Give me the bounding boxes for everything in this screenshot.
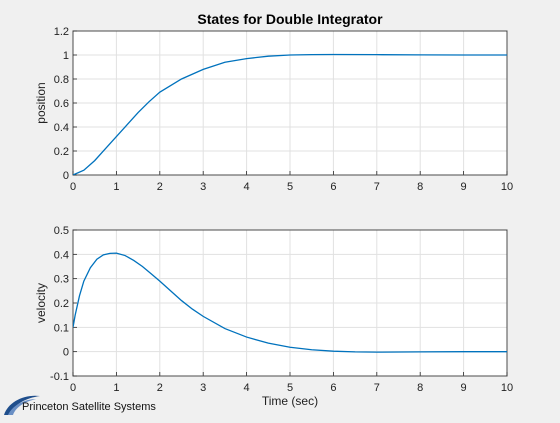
x-tick-label: 3 (200, 382, 206, 394)
x-tick-label: 0 (70, 382, 76, 394)
x-tick-label: 0 (70, 181, 76, 193)
y-tick-label: 0 (63, 347, 69, 359)
y-tick-label: 1.2 (54, 26, 69, 38)
x-tick-label: 2 (157, 181, 163, 193)
axes-border (72, 30, 508, 176)
x-tick-label: 5 (287, 181, 293, 193)
series-line (73, 53, 507, 175)
x-tick-label: 2 (157, 382, 163, 394)
x-tick-label: 9 (461, 181, 467, 193)
y-tick-label: 0.8 (54, 74, 69, 86)
y-axis-label: velocity (34, 283, 48, 323)
y-tick-label: 0.3 (54, 274, 69, 286)
x-tick-label: 7 (374, 181, 380, 193)
x-tick-label: 4 (244, 382, 250, 394)
axes-border (72, 229, 508, 377)
x-tick-label: 10 (501, 382, 513, 394)
y-tick-label: 0.2 (54, 298, 69, 310)
chart-title: States for Double Integrator (197, 11, 383, 27)
x-tick-label: 8 (417, 382, 423, 394)
x-tick-label: 5 (287, 382, 293, 394)
x-tick-label: 6 (330, 181, 336, 193)
y-tick-label: 1 (63, 50, 69, 62)
y-tick-label: 0.5 (54, 225, 69, 237)
series-line (73, 252, 507, 353)
axes-1: 0 1 2 3 4 5 6 7 8 9 10 0 0.2 0.4 0.6 0.8 1 1.2 States for … (34, 11, 513, 193)
y-tick-label: 0.2 (54, 146, 69, 158)
x-axis-label: Time (sec) (262, 394, 318, 408)
x-tick-label: 1 (113, 181, 119, 193)
logo-text: Princeton Satellite Systems (22, 401, 156, 413)
x-tick-label: 4 (244, 181, 250, 193)
y-tick-label: 0.6 (54, 98, 69, 110)
axes-2: 0 1 2 3 4 5 6 7 8 9 10-0.100.10.20.30.40.5velocity… (34, 225, 513, 408)
x-tick-label: 7 (374, 382, 380, 394)
y-tick-label: -0.1 (50, 371, 69, 383)
logo-swoosh-icon (4, 395, 40, 415)
x-tick-label: 8 (417, 181, 423, 193)
x-tick-label: 3 (200, 181, 206, 193)
y-tick-label: 0.4 (54, 249, 69, 261)
y-tick-label: 0 (63, 170, 69, 182)
x-tick-label: 9 (461, 382, 467, 394)
x-tick-label: 10 (501, 181, 513, 193)
y-axis-label: position (34, 82, 48, 123)
y-tick-label: 0.1 (54, 322, 69, 334)
x-tick-label: 1 (113, 382, 119, 394)
x-tick-label: 6 (330, 382, 336, 394)
logo: Princeton Satellite Systems (2, 388, 172, 418)
y-tick-label: 0.4 (54, 122, 69, 134)
